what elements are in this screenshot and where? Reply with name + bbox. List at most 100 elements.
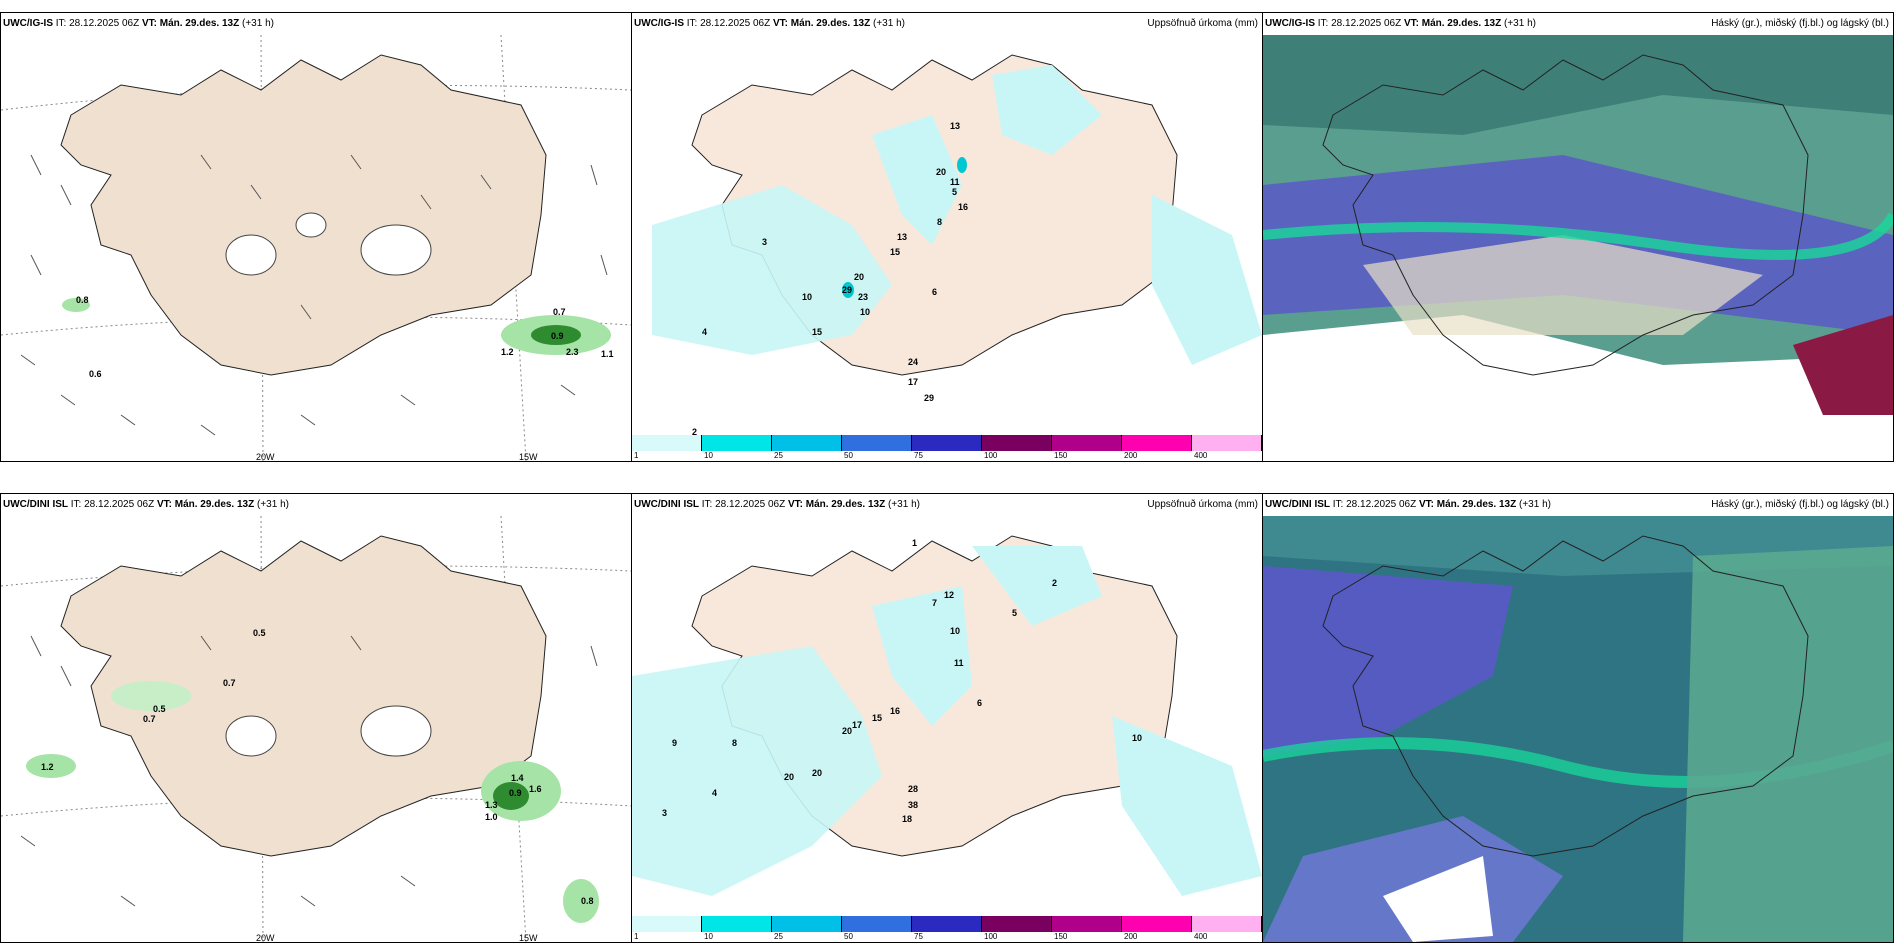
colorbar-tick: 75 [914, 451, 923, 460]
colorbar-tick: 1 [634, 932, 639, 941]
valid-time: VT: Mán. 29.des. 13Z [156, 499, 255, 510]
wind-value: 0.7 [223, 678, 236, 688]
lead-time: (+31 h) [1504, 18, 1536, 29]
init-time: IT: 28.12.2025 06Z [55, 18, 140, 29]
precip-map-svg: 13 20 11 16 13 15 20 29 23 24 17 29 10 1… [632, 35, 1262, 437]
valid-time: VT: Mán. 29.des. 13Z [1418, 499, 1517, 510]
panel-header: UWC/IG-IS IT: 28.12.2025 06Z VT: Mán. 29… [632, 13, 1262, 35]
panel-title: Uppsöfnuð úrkoma (mm) [1147, 18, 1258, 29]
colorbar-segment [772, 916, 842, 932]
colorbar-segment [1052, 435, 1122, 451]
precip-value: 8 [937, 217, 942, 227]
precip-value: 4 [702, 327, 707, 337]
colorbar-segment [912, 916, 982, 932]
precip-value: 3 [762, 237, 767, 247]
panel-precip-dini: UWC/DINI ISL IT: 28.12.2025 06Z VT: Mán.… [631, 493, 1263, 943]
panel-header: UWC/IG-IS IT: 28.12.2025 06Z VT: Mán. 29… [1, 13, 631, 35]
model-name: UWC/IG-IS [3, 18, 53, 29]
cloud-map [1263, 35, 1893, 461]
panel-header: UWC/DINI ISL IT: 28.12.2025 06Z VT: Mán.… [632, 494, 1262, 516]
panel-header: UWC/DINI ISL IT: 28.12.2025 06Z VT: Mán.… [1, 494, 631, 516]
colorbar-segment [702, 916, 772, 932]
lead-time: (+31 h) [1519, 499, 1551, 510]
precip-value: 16 [958, 202, 968, 212]
panel-title: Háský (gr.), miðský (fj.bl.) og lágský (… [1711, 499, 1889, 510]
precip-value: 20 [842, 726, 852, 736]
valid-time: VT: Mán. 29.des. 13Z [1403, 18, 1502, 29]
panel-cloud-ig: UWC/IG-IS IT: 28.12.2025 06Z VT: Mán. 29… [1262, 12, 1894, 462]
panel-wind-dini: UWC/DINI ISL IT: 28.12.2025 06Z VT: Mán.… [0, 493, 632, 943]
precip-value: 3 [662, 808, 667, 818]
wind-value: 0.9 [509, 788, 522, 798]
precip-value: 11 [950, 177, 960, 187]
precip-value: 28 [908, 784, 918, 794]
precip-value: 24 [908, 357, 918, 367]
precip-value: 6 [932, 287, 937, 297]
lon-label: 15W [519, 452, 538, 461]
model-name: UWC/IG-IS [1265, 18, 1315, 29]
precip-value: 9 [672, 738, 677, 748]
precip-value: 13 [897, 232, 907, 242]
precip-value: 15 [812, 327, 822, 337]
precip-value: 6 [977, 698, 982, 708]
colorbar-segment [772, 435, 842, 451]
init-time: IT: 28.12.2025 06Z [1332, 499, 1417, 510]
colorbar-segment [842, 435, 912, 451]
precip-value: 2 [692, 427, 697, 437]
wind-value: 0.5 [153, 704, 166, 714]
precip-map-svg: 12 10 11 16 15 20 17 20 28 38 18 20 6 7 … [632, 516, 1262, 918]
precip-value: 29 [842, 285, 852, 295]
precip-value: 12 [944, 590, 954, 600]
model-name: UWC/DINI ISL [3, 499, 68, 510]
precip-value: 5 [952, 187, 957, 197]
panel-title: Uppsöfnuð úrkoma (mm) [1147, 499, 1258, 510]
colorbar-tick: 25 [774, 451, 783, 460]
precip-map: 12 10 11 16 15 20 17 20 28 38 18 20 6 7 … [632, 516, 1262, 918]
precip-map: 13 20 11 16 13 15 20 29 23 24 17 29 10 1… [632, 35, 1262, 437]
lead-time: (+31 h) [888, 499, 920, 510]
colorbar: 1 10 25 50 75 100 150 200 400 [632, 916, 1262, 942]
init-time: IT: 28.12.2025 06Z [686, 18, 771, 29]
precip-value: 10 [1132, 733, 1142, 743]
wind-value: 1.3 [485, 800, 498, 810]
cloud-map-svg [1263, 516, 1893, 942]
precip-value: 11 [954, 658, 964, 668]
colorbar-tick: 150 [1054, 932, 1068, 941]
init-time: IT: 28.12.2025 06Z [70, 499, 155, 510]
precip-value: 18 [902, 814, 912, 824]
colorbar-segment [632, 435, 702, 451]
colorbar-tick: 200 [1124, 932, 1138, 941]
colorbar-tick: 150 [1054, 451, 1068, 460]
colorbar-segment [1122, 916, 1192, 932]
colorbar-tick: 50 [844, 932, 853, 941]
precip-value: 20 [854, 272, 864, 282]
colorbar-tick: 100 [984, 451, 998, 460]
precip-value: 29 [924, 393, 934, 403]
colorbar-tick: 400 [1194, 451, 1208, 460]
panel-header: UWC/IG-IS IT: 28.12.2025 06Z VT: Mán. 29… [1263, 13, 1893, 35]
precip-value: 10 [860, 307, 870, 317]
precip-value: 13 [950, 121, 960, 131]
colorbar-tick: 400 [1194, 932, 1208, 941]
colorbar-tick: 50 [844, 451, 853, 460]
precip-value: 20 [812, 768, 822, 778]
precip-value: 17 [908, 377, 918, 387]
colorbar-segment [1192, 435, 1262, 451]
precip-value: 10 [950, 626, 960, 636]
precip-value: 4 [712, 788, 717, 798]
colorbar-tick: 100 [984, 932, 998, 941]
colorbar-tick: 1 [634, 451, 639, 460]
colorbar: 1 10 25 50 75 100 150 200 400 [632, 435, 1262, 461]
colorbar-tick: 200 [1124, 451, 1138, 460]
precip-value: 8 [732, 738, 737, 748]
precip-value: 5 [1012, 608, 1017, 618]
colorbar-segment [982, 435, 1052, 451]
precip-value: 15 [890, 247, 900, 257]
lon-label: 20W [256, 452, 275, 461]
valid-time: VT: Mán. 29.des. 13Z [787, 499, 886, 510]
precip-value: 16 [890, 706, 900, 716]
wind-value: 0.5 [253, 628, 266, 638]
wind-map-svg: 0.8 0.6 0.7 0.9 1.2 2.3 1.1 20W 15W [1, 35, 631, 461]
panel-header: UWC/DINI ISL IT: 28.12.2025 06Z VT: Mán.… [1263, 494, 1893, 516]
precip-value: 7 [932, 598, 937, 608]
